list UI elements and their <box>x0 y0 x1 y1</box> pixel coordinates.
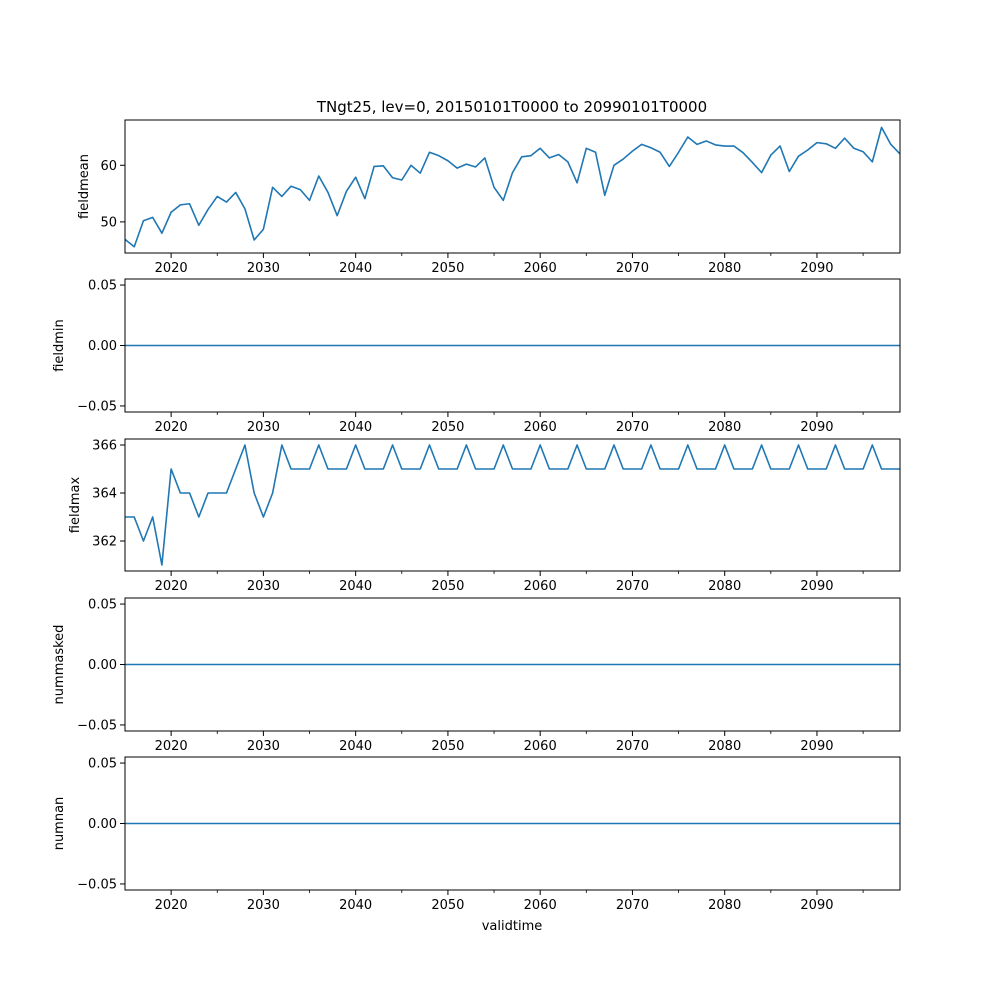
nummasked-x-tick-label: 2030 <box>247 739 280 754</box>
nummasked-x-tick-label: 2050 <box>431 739 464 754</box>
numnan-y-tick-label: 0.05 <box>88 757 117 772</box>
fieldmin-x-tick-label: 2030 <box>247 420 280 435</box>
fieldmax-series-line <box>125 444 900 566</box>
fieldmax-x-tick-label: 2060 <box>524 579 557 594</box>
nummasked-x-tick-label: 2090 <box>800 739 833 754</box>
fieldmean-x-tick-label: 2090 <box>800 261 833 276</box>
fieldmean-x-tick-label: 2050 <box>431 261 464 276</box>
fieldmax-x-tick-label: 2050 <box>431 579 464 594</box>
fieldmin-x-tick-label: 2080 <box>708 420 741 435</box>
subplot-fieldmax: 2020 2030 2040 2050 2060 2070 2080 2090 362 364 36… <box>68 438 901 594</box>
numnan-x-tick-label: 2020 <box>155 898 188 913</box>
numnan-y-tick-label: 0.00 <box>88 817 117 832</box>
fieldmin-y-tick-label: 0.05 <box>88 279 117 294</box>
fieldmax-y-tick-label: 364 <box>92 487 117 502</box>
fieldmean-y-axis-label: fieldmean <box>77 154 92 219</box>
fieldmin-x-tick-label: 2050 <box>431 420 464 435</box>
nummasked-y-tick-label: −0.05 <box>77 718 117 733</box>
fieldmin-x-tick-label: 2060 <box>524 420 557 435</box>
fieldmax-x-tick-label: 2080 <box>708 579 741 594</box>
fieldmax-axes-frame <box>124 438 901 572</box>
fieldmax-x-tick-label: 2070 <box>616 579 649 594</box>
fieldmean-y-tick-label: 50 <box>100 215 117 230</box>
nummasked-x-tick-label: 2040 <box>339 739 372 754</box>
subplot-fieldmin: 2020 2030 2040 2050 2060 2070 2080 2090 −0.05 0.0… <box>52 278 901 435</box>
fieldmax-y-tick-label: 362 <box>92 535 117 550</box>
fieldmin-y-tick-label: −0.05 <box>77 399 117 414</box>
fieldmean-series-line <box>124 126 901 248</box>
subplot-nummasked: 2020 2030 2040 2050 2060 2070 2080 2090 −0.05 0.0… <box>52 597 901 754</box>
numnan-x-tick-label: 2040 <box>339 898 372 913</box>
fieldmean-x-tick-label: 2070 <box>616 261 649 276</box>
fieldmin-y-tick-label: 0.00 <box>88 339 117 354</box>
nummasked-x-tick-label: 2080 <box>708 739 741 754</box>
nummasked-x-tick-label: 2070 <box>616 739 649 754</box>
fieldmax-x-tick-label: 2090 <box>800 579 833 594</box>
nummasked-x-tick-label: 2020 <box>155 739 188 754</box>
nummasked-x-tick-label: 2060 <box>524 739 557 754</box>
fieldmin-x-tick-label: 2090 <box>800 420 833 435</box>
chart-title: TNgt25, lev=0, 20150101T0000 to 20990101… <box>316 98 707 116</box>
fieldmin-x-tick-label: 2040 <box>339 420 372 435</box>
fieldmax-y-tick-label: 366 <box>92 439 117 454</box>
fieldmax-x-tick-label: 2020 <box>155 579 188 594</box>
fieldmax-x-tick-label: 2040 <box>339 579 372 594</box>
numnan-y-tick-label: −0.05 <box>77 877 117 892</box>
fieldmax-y-axis-label: fieldmax <box>68 477 83 534</box>
numnan-x-tick-label: 2090 <box>800 898 833 913</box>
fieldmin-x-tick-label: 2070 <box>616 420 649 435</box>
numnan-x-tick-label: 2070 <box>616 898 649 913</box>
fieldmean-x-tick-label: 2020 <box>155 261 188 276</box>
subplot-stack: 2020 2030 2040 2050 2060 2070 2080 2090 50 60 fiel… <box>52 119 901 913</box>
subplot-numnan: 2020 2030 2040 2050 2060 2070 2080 2090 −0.05 0.0… <box>52 756 901 913</box>
fieldmean-axes-frame <box>124 119 901 254</box>
numnan-x-tick-label: 2050 <box>431 898 464 913</box>
nummasked-y-tick-label: 0.00 <box>88 658 117 673</box>
fieldmin-y-axis-label: fieldmin <box>52 319 67 372</box>
numnan-x-tick-label: 2030 <box>247 898 280 913</box>
numnan-y-axis-label: numnan <box>52 797 67 851</box>
nummasked-y-tick-label: 0.05 <box>88 598 117 613</box>
fieldmin-x-tick-label: 2020 <box>155 420 188 435</box>
nummasked-y-axis-label: nummasked <box>52 625 67 705</box>
fieldmean-y-tick-label: 60 <box>100 159 117 174</box>
fieldmax-x-tick-label: 2030 <box>247 579 280 594</box>
subplot-fieldmean: 2020 2030 2040 2050 2060 2070 2080 2090 50 60 fiel… <box>77 119 901 276</box>
fieldmean-x-tick-label: 2060 <box>524 261 557 276</box>
fieldmean-x-tick-label: 2080 <box>708 261 741 276</box>
fieldmean-x-tick-label: 2040 <box>339 261 372 276</box>
numnan-x-tick-label: 2060 <box>524 898 557 913</box>
fieldmean-x-tick-label: 2030 <box>247 261 280 276</box>
numnan-x-tick-label: 2080 <box>708 898 741 913</box>
x-axis-label: validtime <box>482 919 543 934</box>
